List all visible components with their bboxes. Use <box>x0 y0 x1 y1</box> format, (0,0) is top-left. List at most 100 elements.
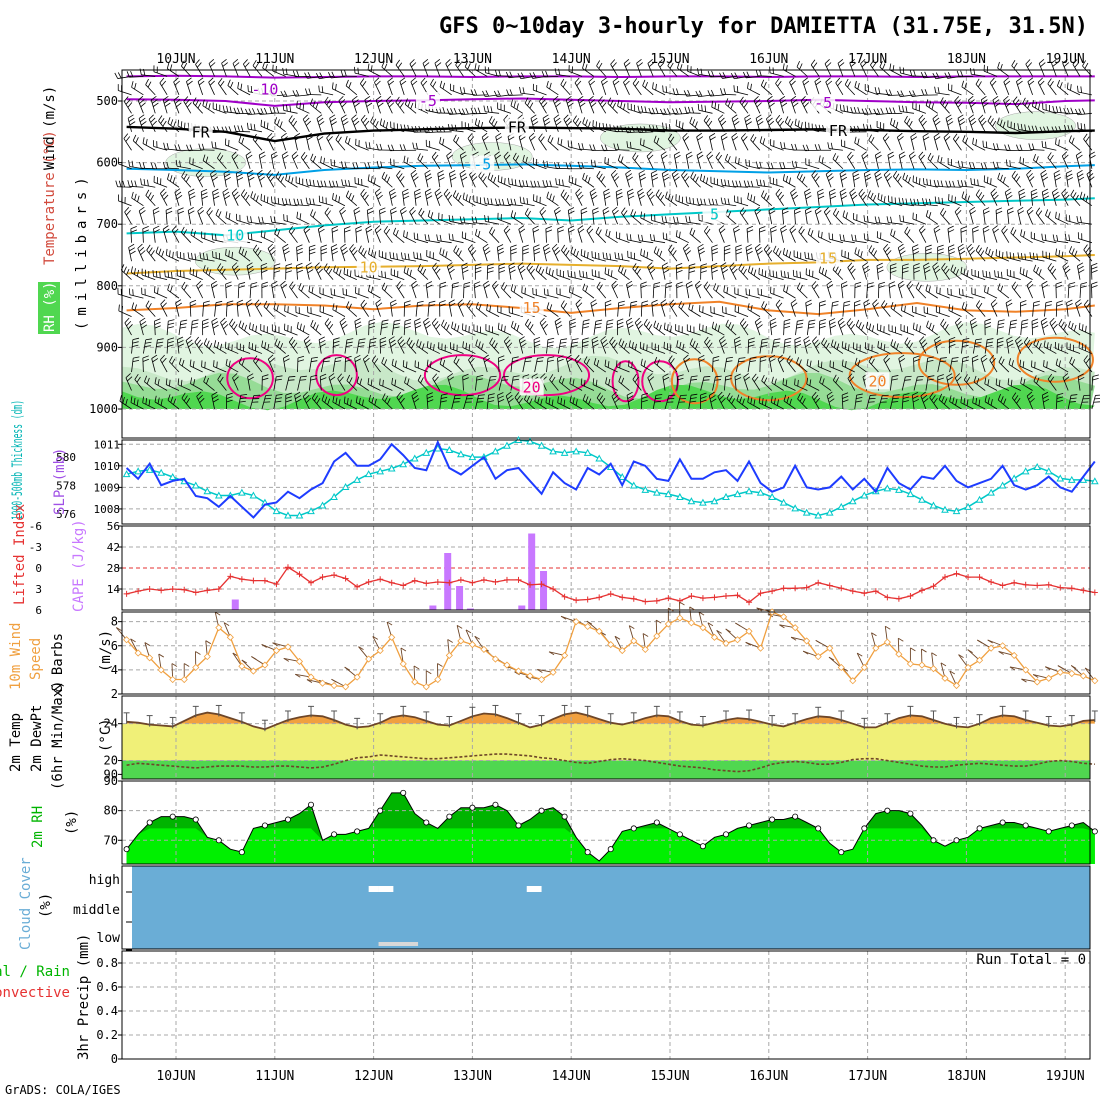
wind-barb-flag <box>1054 177 1061 181</box>
wind-barb-flag <box>271 284 278 289</box>
wind-barb-flag <box>913 270 920 274</box>
wind-barb-flag <box>283 90 288 97</box>
wind-barb <box>794 210 796 225</box>
wind-barb-flag <box>729 262 735 268</box>
wind-barb-flag <box>962 344 969 347</box>
wind-barb <box>904 232 915 243</box>
wind-barb-flag <box>871 358 875 365</box>
wind-barb <box>745 75 760 79</box>
wind-barb-flag <box>568 225 575 230</box>
wind-barb <box>668 360 678 373</box>
wind-barb-flag <box>738 360 745 363</box>
wind-barb-flag <box>616 192 623 196</box>
wind-barb-flag <box>579 102 586 107</box>
wind-barb-flag <box>944 324 949 330</box>
wind-barb-flag <box>958 117 965 122</box>
wind-barb-flag <box>493 120 498 127</box>
wind-barb <box>852 240 867 244</box>
wind-barb-flag <box>519 339 526 344</box>
wind-barb <box>542 118 547 132</box>
wind-barb-flag <box>362 117 368 124</box>
wind-barb <box>267 137 275 151</box>
wind-barb <box>1055 364 1069 373</box>
wind-barb-flag <box>835 266 839 273</box>
wind-barb-flag <box>755 161 759 168</box>
wind-barb <box>829 366 844 373</box>
wind-barb-flag <box>410 102 414 110</box>
wind-barb-flag <box>668 123 671 131</box>
wind-barb-flag <box>850 106 853 114</box>
wind-barb <box>596 287 607 299</box>
wind-barb-flag <box>166 143 169 150</box>
wind-barb-flag <box>687 106 691 114</box>
wind-barb-flag <box>700 266 707 270</box>
wind-barb-flag <box>422 80 428 87</box>
wind-barb-flag <box>769 210 776 215</box>
wind-barb <box>722 312 737 317</box>
wind-barb-flag <box>208 58 215 64</box>
wind-barb-flag <box>640 211 643 218</box>
wind-barb-flag <box>681 170 686 176</box>
wind-barb <box>651 220 666 225</box>
wind-barb-flag <box>447 123 450 131</box>
wind-barb-flag <box>1078 108 1082 115</box>
wind-barb-flag <box>804 251 806 259</box>
wind-barb <box>817 191 820 206</box>
wind-barb-flag <box>374 251 377 258</box>
wind-barb-flag <box>217 152 221 159</box>
wind-barb <box>1051 192 1057 206</box>
wind-barb-flag <box>426 341 429 348</box>
wind-barb-flag <box>425 281 433 285</box>
wind-barb-flag <box>606 252 608 260</box>
wind-barb-flag <box>330 117 337 122</box>
wind-barb-flag <box>972 226 979 230</box>
wind-barb-flag <box>1083 299 1089 306</box>
wind-barb-flag <box>428 304 436 307</box>
wind-barb-flag <box>853 177 860 181</box>
wind-barb-flag <box>260 193 262 201</box>
wind-barb <box>568 181 583 188</box>
wind-barb-flag <box>1058 213 1060 220</box>
wind-barb-flag <box>567 358 573 363</box>
top-day-label: 18JUN <box>947 52 986 67</box>
wind-barb-flag <box>255 358 260 364</box>
wind-barb-flag <box>243 192 248 198</box>
wind-barb-flag <box>756 179 759 186</box>
wind-barb <box>319 376 322 391</box>
wind-barb <box>524 213 535 225</box>
wind-barb-flag <box>155 270 158 278</box>
wind-barb-flag <box>328 72 332 79</box>
wind-barb <box>617 302 620 317</box>
wind-barb-flag <box>790 188 796 193</box>
wind-barb-flag <box>753 196 756 203</box>
wind-barb-flag <box>950 264 954 271</box>
wind-barb-flag <box>634 80 640 87</box>
wind-barb-flag <box>297 355 305 359</box>
wind-barb-flag <box>666 108 671 115</box>
wind-barb <box>510 290 524 299</box>
wind-barb-flag <box>219 265 224 272</box>
wind-barb-flag <box>166 62 170 69</box>
wind-barb-flag <box>420 77 426 83</box>
wind-barb-flag <box>1052 324 1058 330</box>
wind-barb-flag <box>644 106 647 113</box>
wind-barb <box>747 88 761 96</box>
wind-barb <box>208 81 215 96</box>
wind-barb-flag <box>547 134 551 142</box>
wind-barb <box>462 376 464 391</box>
wind-barb-flag <box>794 118 797 126</box>
wind-barb-flag <box>547 359 554 362</box>
wind-barb <box>288 342 298 354</box>
wind-barb-flag <box>232 58 239 64</box>
wind-barb-flag <box>746 247 753 252</box>
wind-barb-flag <box>1026 206 1033 212</box>
wind-barb <box>998 361 1010 373</box>
wind-barb-flag <box>652 82 654 89</box>
wind-barb <box>294 136 298 151</box>
wind-barb-flag <box>154 377 157 384</box>
wind-barb-flag <box>1066 299 1073 304</box>
wind-barb-flag <box>493 176 497 184</box>
wind-barb-flag <box>773 245 777 252</box>
wind-barb <box>709 136 713 151</box>
wind-barb-flag <box>988 248 991 256</box>
